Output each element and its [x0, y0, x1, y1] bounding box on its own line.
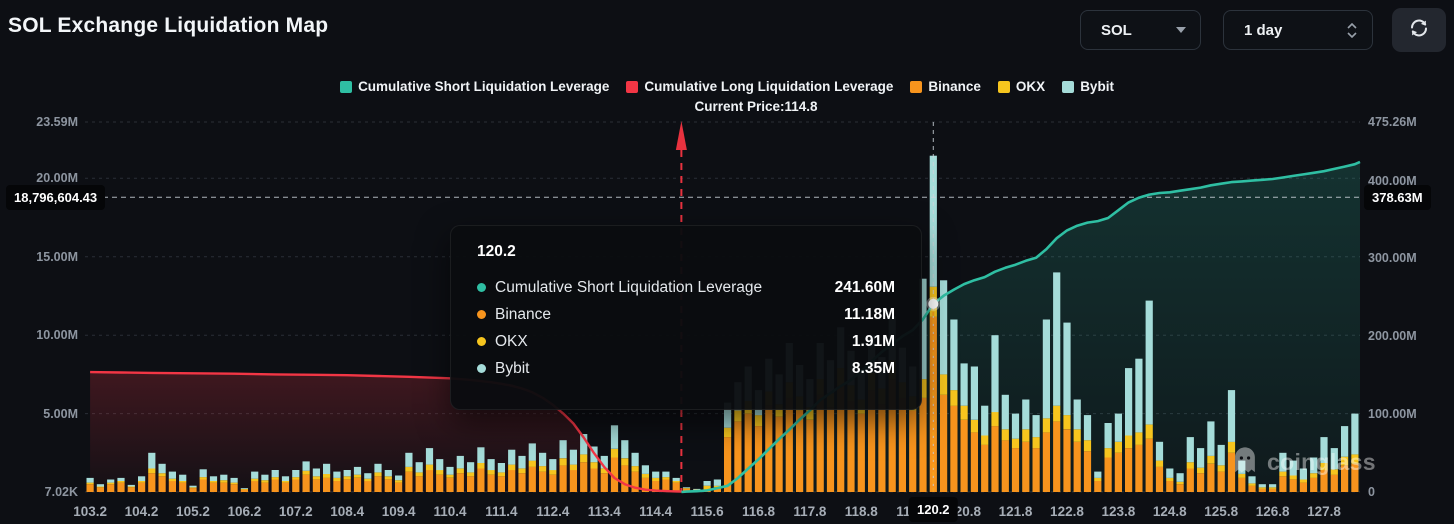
- tooltip-series-value: 11.18M: [844, 305, 895, 323]
- legend-label: Cumulative Short Liquidation Leverage: [358, 79, 610, 94]
- legend-label: Bybit: [1080, 79, 1114, 94]
- x-axis-label: 116.8: [741, 504, 776, 519]
- y-axis-label-right: 0: [1368, 485, 1375, 499]
- x-axis-label: 118.8: [844, 504, 878, 519]
- tooltip-series-label: Binance: [495, 305, 552, 323]
- y-axis-label-left: 15.00M: [36, 249, 78, 264]
- legend-label: Binance: [928, 79, 981, 94]
- tooltip-series-value: 8.35M: [851, 359, 895, 377]
- coinglass-logo-icon: [1229, 444, 1261, 481]
- symbol-select[interactable]: SOL: [1080, 10, 1201, 50]
- legend-swatch-icon: [1062, 80, 1075, 93]
- legend-item[interactable]: Cumulative Short Liquidation Leverage: [340, 79, 609, 94]
- chart-legend: Cumulative Short Liquidation Leverage Cum…: [0, 79, 1454, 94]
- x-axis-label: 111.4: [485, 504, 518, 519]
- chevron-down-icon: [1176, 27, 1186, 33]
- y-axis-label-right: 475.26M: [1368, 115, 1417, 129]
- x-axis-label: 110.4: [433, 504, 467, 519]
- tooltip-series-dot-icon: [477, 310, 486, 319]
- crosshair-dot: [926, 296, 941, 311]
- y-axis-label-right: 200.00M: [1368, 329, 1417, 344]
- tooltip-row: OKX 1.91M: [477, 328, 895, 355]
- x-axis-label: 104.2: [124, 504, 159, 519]
- legend-label: Cumulative Long Liquidation Leverage: [644, 79, 894, 94]
- refresh-icon: [1407, 16, 1431, 45]
- y-axis-label-left: 20.00M: [36, 171, 78, 186]
- legend-swatch-icon: [340, 80, 353, 93]
- x-axis-label: 106.2: [227, 504, 262, 519]
- x-axis-label: 114.4: [639, 504, 673, 519]
- x-axis-label: 126.8: [1255, 504, 1290, 519]
- interval-select-value: 1 day: [1244, 21, 1283, 39]
- tooltip-series-value: 241.60M: [834, 278, 895, 296]
- legend-swatch-icon: [910, 80, 923, 93]
- tooltip-series-label: Bybit: [495, 359, 530, 377]
- chart-tooltip: 120.2 Cumulative Short Liquidation Lever…: [450, 225, 922, 410]
- x-axis-label: 121.8: [998, 504, 1033, 519]
- x-axis-label: 122.8: [1050, 504, 1084, 519]
- left-axis-crosshair-label: 18,796,604.43: [6, 185, 106, 210]
- x-axis-label: 103.2: [73, 504, 108, 519]
- x-axis-label: 109.4: [381, 504, 416, 519]
- legend-item[interactable]: Cumulative Long Liquidation Leverage: [626, 79, 893, 94]
- x-axis-label: 107.2: [278, 504, 313, 519]
- watermark-text: coinglass: [1267, 449, 1376, 475]
- chevron-up-down-icon: [1346, 22, 1358, 38]
- y-axis-label-right: 400.00M: [1368, 173, 1417, 188]
- x-axis-label: 112.4: [536, 504, 570, 519]
- x-axis-label: 113.4: [587, 504, 621, 519]
- legend-item[interactable]: Binance: [910, 79, 981, 94]
- legend-label: OKX: [1015, 79, 1046, 94]
- x-axis-crosshair-label: 120.2: [909, 497, 958, 522]
- tooltip-row: Bybit 8.35M: [477, 355, 895, 382]
- y-axis-label-right: 300.00M: [1368, 251, 1417, 266]
- watermark: coinglass: [1229, 444, 1376, 481]
- tooltip-row: Cumulative Short Liquidation Leverage 241…: [477, 274, 895, 301]
- y-axis-label-right: 100.00M: [1368, 407, 1417, 422]
- legend-item[interactable]: Bybit: [1062, 79, 1114, 94]
- right-axis-crosshair-label: 378.63M: [1364, 185, 1431, 210]
- current-price-arrow-icon: [675, 121, 687, 150]
- tooltip-series-dot-icon: [477, 337, 486, 346]
- x-axis-label: 115.6: [690, 504, 724, 519]
- symbol-select-value: SOL: [1101, 21, 1132, 39]
- tooltip-rows: Cumulative Short Liquidation Leverage 241…: [477, 274, 895, 382]
- tooltip-series-label: Cumulative Short Liquidation Leverage: [495, 278, 763, 296]
- current-price-label: Current Price:114.8: [694, 99, 818, 114]
- tooltip-series-dot-icon: [477, 283, 486, 292]
- tooltip-row: Binance 11.18M: [477, 301, 895, 328]
- x-axis-label: 105.2: [176, 504, 210, 519]
- short-liquidation-line: [681, 160, 1361, 494]
- refresh-button[interactable]: [1392, 8, 1446, 52]
- tooltip-series-label: OKX: [495, 332, 528, 350]
- x-axis-label: 117.8: [793, 504, 827, 519]
- x-axis-label: 125.8: [1204, 504, 1239, 519]
- interval-select[interactable]: 1 day: [1223, 10, 1373, 50]
- y-axis-label-left: 5.00M: [43, 406, 78, 421]
- tooltip-title: 120.2: [477, 243, 516, 260]
- x-axis-label: 124.8: [1152, 504, 1187, 519]
- y-axis-label-left: 10.00M: [36, 328, 78, 343]
- y-axis-label-left: 7.02K: [44, 484, 78, 499]
- page-title: SOL Exchange Liquidation Map: [8, 14, 329, 37]
- tooltip-series-dot-icon: [477, 364, 486, 373]
- tooltip-series-value: 1.91M: [851, 332, 895, 350]
- x-axis-label: 108.4: [330, 504, 365, 519]
- legend-item[interactable]: OKX: [997, 79, 1046, 94]
- x-axis-label: 127.8: [1307, 504, 1341, 519]
- legend-swatch-icon: [997, 80, 1010, 93]
- y-axis-label-left: 23.59M: [36, 115, 78, 129]
- legend-swatch-icon: [626, 80, 639, 93]
- x-axis-label: 123.8: [1101, 504, 1136, 519]
